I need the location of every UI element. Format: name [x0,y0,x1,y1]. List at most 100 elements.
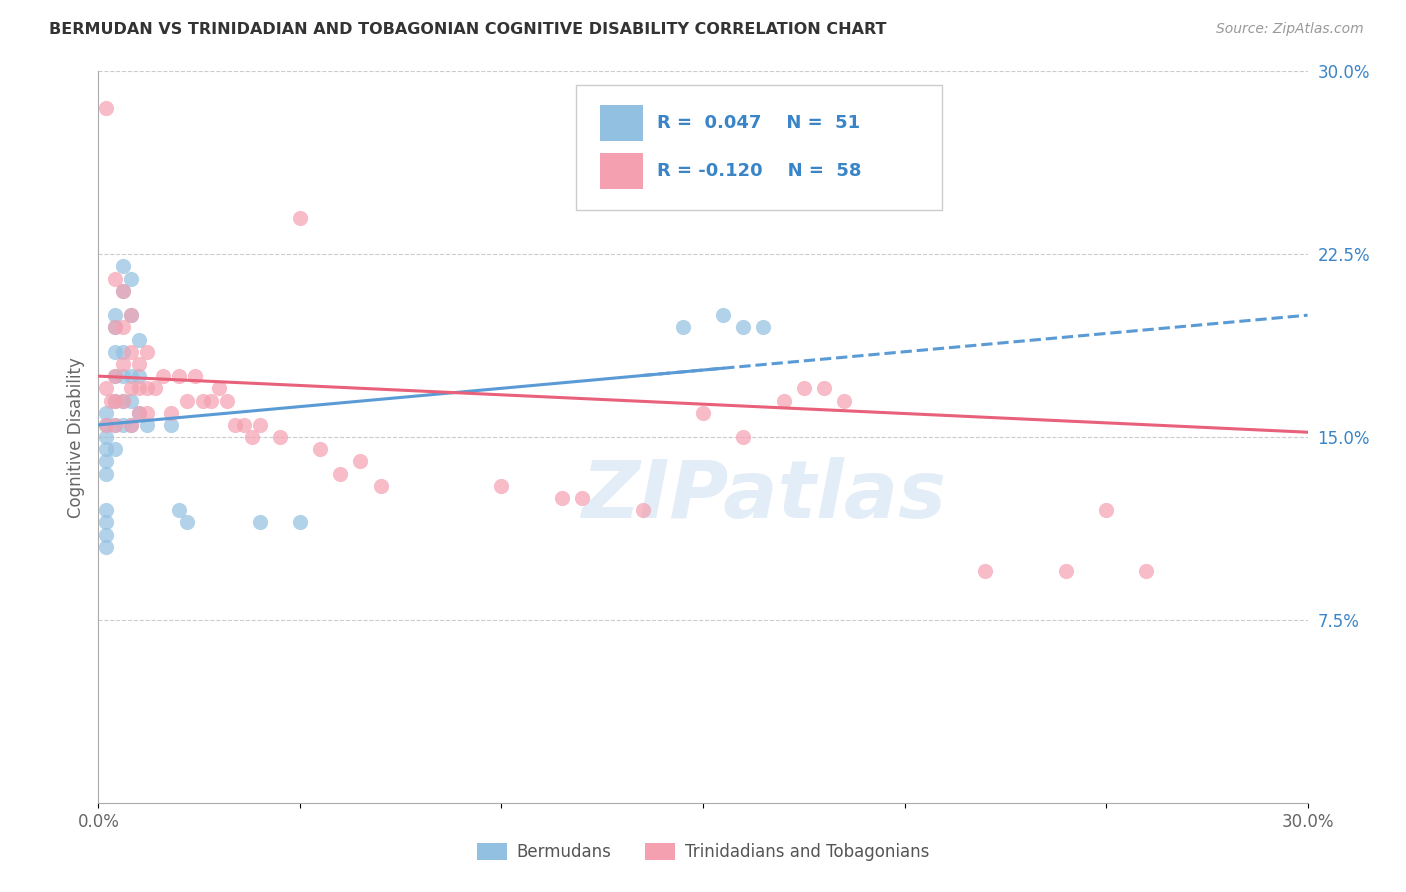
Point [96,516,118,530]
Point [120,308,142,322]
Point [96,381,118,395]
Point [1095,503,1118,517]
Point [96,454,118,468]
Point [167,503,190,517]
Point [120,271,142,285]
Point [103,320,125,334]
Text: R = -0.120    N =  58: R = -0.120 N = 58 [657,162,860,180]
Point [184,369,207,384]
Point [103,417,125,432]
Text: ZIPatlas: ZIPatlas [581,457,946,534]
Point [96,527,118,541]
Point [193,393,215,408]
Point [240,430,263,444]
Y-axis label: Cognitive Disability: Cognitive Disability [66,357,84,517]
Point [103,369,125,384]
Point [103,393,125,408]
Point [111,357,134,371]
Point [733,430,755,444]
Point [120,417,142,432]
Point [100,393,122,408]
Point [103,417,125,432]
Legend: Bermudans, Trinidadians and Tobagonians: Bermudans, Trinidadians and Tobagonians [470,836,936,868]
Point [208,381,231,395]
Point [1135,564,1157,578]
Point [551,491,574,505]
Point [813,381,835,395]
Point [692,406,714,420]
Point [631,503,654,517]
Point [491,479,513,493]
Point [571,491,593,505]
Text: BERMUDAN VS TRINIDADIAN AND TOBAGONIAN COGNITIVE DISABILITY CORRELATION CHART: BERMUDAN VS TRINIDADIAN AND TOBAGONIAN C… [49,22,887,37]
Point [128,333,150,347]
Point [128,357,150,371]
Point [128,381,150,395]
Point [111,284,134,298]
Point [111,320,134,334]
Point [111,369,134,384]
Point [135,381,157,395]
Point [103,369,125,384]
Point [176,516,198,530]
Point [288,516,311,530]
Point [96,442,118,457]
Point [120,393,142,408]
Point [120,344,142,359]
Point [120,308,142,322]
Point [96,540,118,554]
Point [128,369,150,384]
Point [167,369,190,384]
Point [711,308,734,322]
Point [200,393,222,408]
Point [128,406,150,420]
Point [288,211,311,225]
Point [96,503,118,517]
Point [329,467,352,481]
Point [152,369,174,384]
Point [1054,564,1077,578]
Point [128,406,150,420]
Point [96,417,118,432]
Point [96,417,118,432]
Point [752,320,775,334]
Point [232,417,254,432]
Text: Source: ZipAtlas.com: Source: ZipAtlas.com [1216,22,1364,37]
Point [217,393,239,408]
Point [111,393,134,408]
Point [224,417,246,432]
Point [103,393,125,408]
Point [135,406,157,420]
Point [160,406,183,420]
Point [249,516,271,530]
Text: R =  0.047    N =  51: R = 0.047 N = 51 [657,114,859,132]
Point [974,564,997,578]
Point [772,393,794,408]
Point [370,479,392,493]
Point [135,417,157,432]
Point [103,271,125,285]
Point [160,417,183,432]
Point [103,308,125,322]
Point [96,430,118,444]
Point [111,417,134,432]
Point [120,381,142,395]
Point [103,320,125,334]
Point [111,284,134,298]
Point [96,467,118,481]
Point [672,320,695,334]
Point [269,430,291,444]
Point [793,381,815,395]
Point [96,101,118,115]
Point [103,442,125,457]
Point [733,320,755,334]
Point [135,344,157,359]
Point [103,344,125,359]
Point [249,417,271,432]
Point [120,417,142,432]
Point [120,369,142,384]
Point [309,442,332,457]
Point [111,260,134,274]
Point [111,344,134,359]
Point [143,381,166,395]
